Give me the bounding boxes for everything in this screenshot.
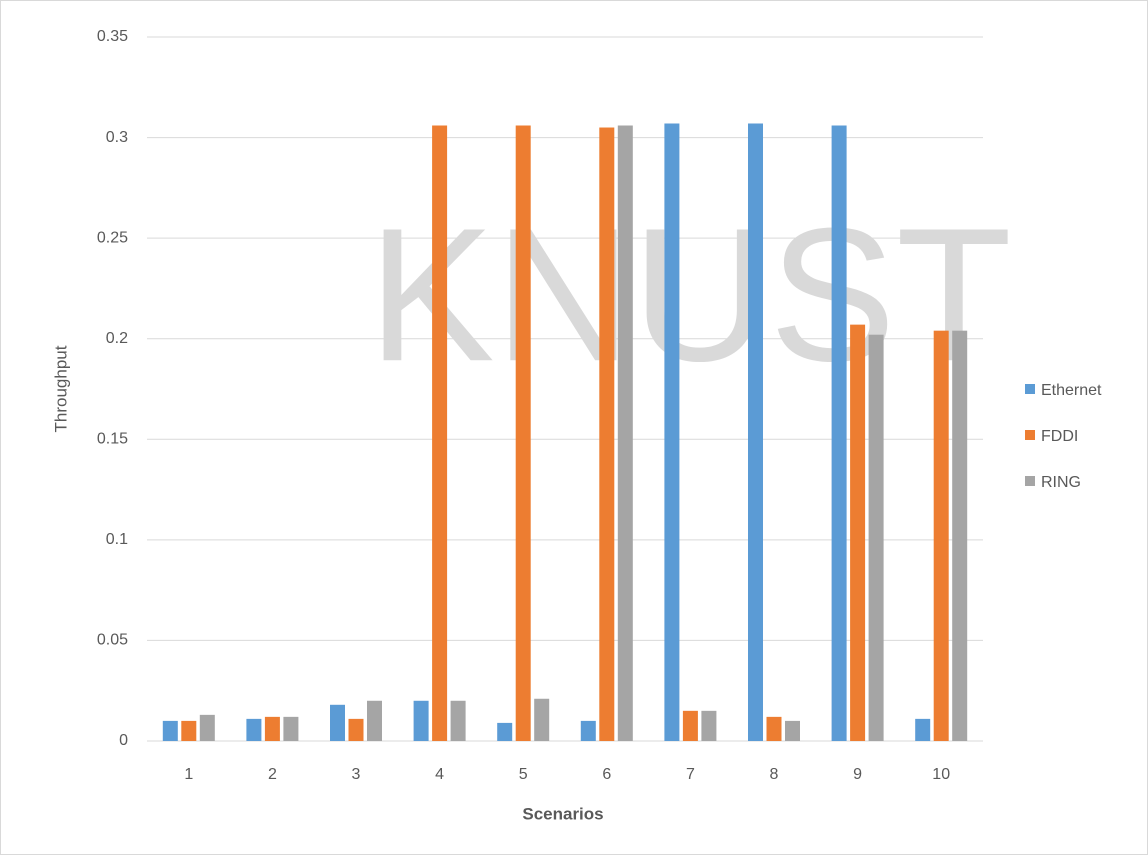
bar [413,700,429,741]
x-tick-label: 8 [770,766,779,783]
bar [785,720,800,741]
y-axis-title: Throughput [51,345,70,432]
bar [199,714,215,741]
x-tick-label: 9 [853,766,862,783]
legend-label: FDDI [1041,428,1078,445]
y-tick-label: 0.25 [97,229,128,246]
bar [682,710,698,741]
x-tick-label: 7 [686,766,695,783]
legend-swatch [1025,476,1035,486]
bar [617,125,633,741]
y-tick-label: 0.35 [97,28,128,45]
bar [264,716,280,741]
x-tick-label: 4 [435,766,444,783]
bar [450,700,466,741]
legend-swatch [1025,384,1035,394]
y-tick-label: 0.1 [106,531,128,548]
bar [748,123,763,741]
bar [246,718,262,741]
bar [348,718,364,741]
bar [850,324,866,741]
bar [534,698,550,741]
x-axis-title: Scenarios [522,804,603,823]
bar [580,720,596,741]
bar [181,720,197,741]
y-tick-label: 0.05 [97,632,128,649]
legend-label: Ethernet [1041,382,1102,399]
watermark: KNUST [368,189,1012,401]
bar [367,700,382,741]
bar [162,720,178,741]
y-tick-label: 0.15 [97,431,128,448]
bar [915,718,931,741]
bar [664,123,680,741]
bar [766,716,782,741]
bar [515,125,531,741]
x-tick-label: 5 [519,766,528,783]
y-tick-label: 0.2 [106,330,128,347]
x-tick-label: 6 [602,766,611,783]
bar [432,125,448,741]
bar [868,334,884,741]
bar [933,330,949,741]
y-tick-label: 0.3 [106,129,128,146]
legend-label: RING [1041,474,1081,491]
bar [330,704,345,741]
bar [952,330,968,741]
x-tick-label: 2 [268,766,277,783]
x-tick-label: 1 [184,766,193,783]
x-tick-label: 3 [352,766,361,783]
bar [497,722,513,741]
bar [599,127,615,741]
legend-swatch [1025,430,1035,440]
y-tick-label: 0 [119,732,128,749]
bar [283,716,299,741]
x-tick-label: 10 [932,766,950,783]
bar [831,125,847,741]
bar [701,710,717,741]
